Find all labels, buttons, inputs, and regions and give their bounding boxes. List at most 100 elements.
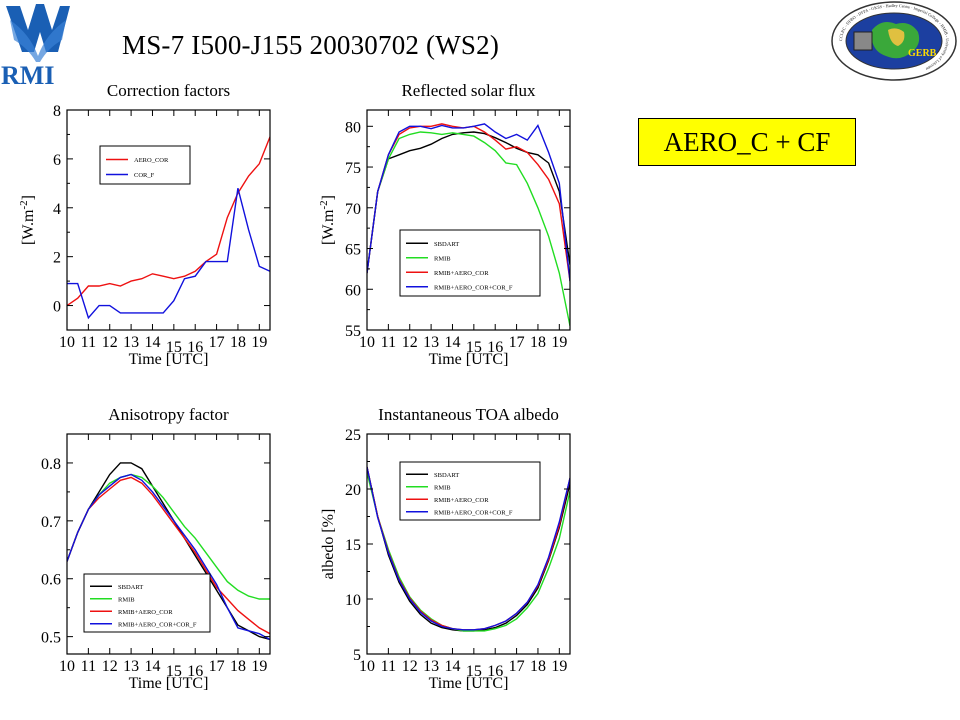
legend-label-rmib-aero-cor: RMIB+AERO_COR xyxy=(118,609,173,616)
series-line-rmib-aero-cor-cor-f xyxy=(67,473,270,641)
plot-frame xyxy=(366,109,571,331)
rmi-logo-text: RMI xyxy=(1,61,54,90)
x-tick-label: 17 xyxy=(209,658,225,675)
y-tick-label: 55 xyxy=(345,323,361,340)
chart-title: Anisotropy factor xyxy=(108,405,229,424)
y-tick-label: 80 xyxy=(345,119,361,136)
y-tick-label: 70 xyxy=(345,201,361,218)
chart-title: Instantaneous TOA albedo xyxy=(378,405,559,424)
x-tick-label: 13 xyxy=(123,334,139,351)
x-tick-label: 10 xyxy=(359,334,375,351)
legend-label-rmib-aero-cor: RMIB+AERO_COR xyxy=(434,497,489,504)
x-axis-label: Time [UTC] xyxy=(429,351,509,368)
y-tick-label: 0 xyxy=(53,299,61,316)
series-line-rmib xyxy=(367,472,570,632)
series-line-rmib-aero-cor xyxy=(67,476,270,635)
x-tick-label: 12 xyxy=(402,658,418,675)
x-tick-label: 11 xyxy=(381,658,396,675)
series-line-sbdart xyxy=(367,131,570,274)
x-tick-label: 15 xyxy=(166,663,182,680)
chart-reflected-solar-flux: Reflected solar flux 55 60 65 70 75 80 10 11 12 13… xyxy=(318,81,571,368)
y-tick-label: 60 xyxy=(345,282,361,299)
x-tick-label: 16 xyxy=(487,339,503,356)
y-tick-label: 20 xyxy=(345,482,361,499)
x-tick-label: 14 xyxy=(144,658,160,675)
x-tick-label: 10 xyxy=(59,334,75,351)
series-line-rmib-aero-cor-cor-f xyxy=(367,466,570,631)
config-tag: AERO_C + CF xyxy=(638,118,856,166)
series-line-cor-f xyxy=(67,188,270,320)
legend-box xyxy=(99,145,191,185)
legend-label-rmib-aero-cor: RMIB+AERO_COR xyxy=(434,270,489,277)
x-tick-label: 16 xyxy=(187,663,203,680)
chart-title: Correction factors xyxy=(107,81,230,100)
y-tick-label: 75 xyxy=(345,160,361,177)
y-tick-label: 2 xyxy=(53,250,61,267)
legend-box xyxy=(399,229,541,297)
legend-box xyxy=(83,573,211,633)
y-tick-label: 0.8 xyxy=(41,456,61,473)
legend-label-rmib-aero-cor-cor-f: RMIB+AERO_COR+COR_F xyxy=(434,284,513,291)
legend-label-rmib-aero-cor-cor-f: RMIB+AERO_COR+COR_F xyxy=(118,621,197,628)
plot-frame xyxy=(66,433,271,655)
x-axis-label: Time [UTC] xyxy=(129,351,209,368)
x-tick-label: 19 xyxy=(551,658,567,675)
x-tick-label: 14 xyxy=(444,658,460,675)
x-tick-label: 17 xyxy=(509,334,525,351)
x-tick-label: 12 xyxy=(102,658,118,675)
x-tick-label: 10 xyxy=(59,658,75,675)
page-title: MS-7 I500-J155 20030702 (WS2) xyxy=(122,30,500,60)
legend-label-sbdart: SBDART xyxy=(118,584,143,591)
x-axis-label: Time [UTC] xyxy=(429,675,509,692)
x-tick-label: 10 xyxy=(359,658,375,675)
series-line-rmib-aero-cor-cor-f xyxy=(367,123,570,282)
y-tick-label: 0.6 xyxy=(41,572,61,589)
x-tick-label: 18 xyxy=(530,658,546,675)
x-tick-label: 18 xyxy=(230,658,246,675)
legend-label-aero-cor: AERO_COR xyxy=(134,157,169,164)
legend-label-sbdart: SBDART xyxy=(434,472,459,479)
chart-anisotropy-factor: Anisotropy factor 0.5 0.6 0.7 0.8 10 11 12 13 14 1… xyxy=(41,405,271,692)
series-line-rmib xyxy=(367,131,570,327)
x-tick-label: 17 xyxy=(509,658,525,675)
x-tick-label: 12 xyxy=(402,334,418,351)
y-tick-label: 25 xyxy=(345,427,361,444)
legend-label-rmib-aero-cor-cor-f: RMIB+AERO_COR+COR_F xyxy=(434,509,513,516)
x-axis-label: Time [UTC] xyxy=(129,675,209,692)
gerb-logo: GERB CCLRC - DFBO - DFPA - GKSS - Hadley… xyxy=(831,1,957,81)
x-tick-label: 15 xyxy=(466,663,482,680)
x-tick-label: 12 xyxy=(102,334,118,351)
gerb-logo-text: GERB xyxy=(908,48,937,59)
x-tick-label: 13 xyxy=(423,658,439,675)
y-axis-label: albedo [%] xyxy=(320,509,337,580)
x-tick-label: 15 xyxy=(466,339,482,356)
y-tick-label: 65 xyxy=(345,242,361,259)
chart-title: Reflected solar flux xyxy=(401,81,536,100)
x-tick-label: 13 xyxy=(423,334,439,351)
legend-label-cor-f: COR_F xyxy=(134,172,155,179)
series-line-sbdart xyxy=(67,462,270,641)
x-tick-label: 18 xyxy=(530,334,546,351)
y-tick-label: 6 xyxy=(53,152,61,169)
y-tick-label: 0.5 xyxy=(41,630,61,647)
y-tick-label: 15 xyxy=(345,537,361,554)
y-tick-label: 4 xyxy=(53,201,61,218)
x-tick-label: 14 xyxy=(144,334,160,351)
legend-box xyxy=(399,461,541,521)
y-tick-label: 5 xyxy=(353,647,361,664)
x-tick-label: 11 xyxy=(81,658,96,675)
y-tick-label: 0.7 xyxy=(41,514,61,531)
x-tick-label: 13 xyxy=(123,658,139,675)
y-axis-label: [W.m-2] xyxy=(318,195,337,245)
plot-frame xyxy=(66,109,271,331)
x-tick-label: 19 xyxy=(251,334,267,351)
x-tick-label: 14 xyxy=(444,334,460,351)
x-tick-label: 11 xyxy=(81,334,96,351)
chart-correction-factors: Correction factors 0 2 4 6 8 10 11 12 13 14 15 16 17 1… xyxy=(18,81,271,368)
legend-label-rmib: RMIB xyxy=(434,484,451,491)
x-tick-label: 19 xyxy=(251,658,267,675)
x-tick-label: 17 xyxy=(209,334,225,351)
x-tick-label: 16 xyxy=(487,663,503,680)
